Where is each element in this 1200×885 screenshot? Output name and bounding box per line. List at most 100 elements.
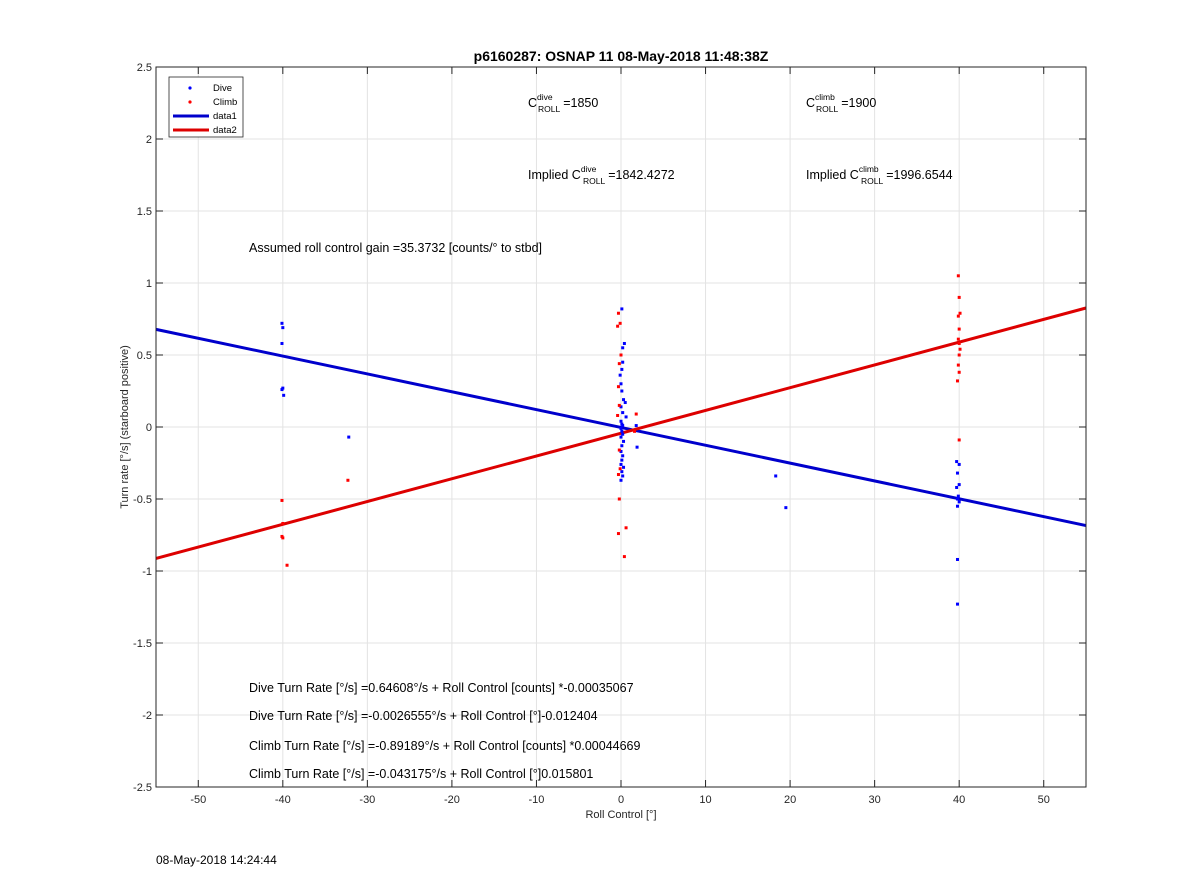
x-tick-label: 10 (699, 794, 711, 806)
climb-point (616, 324, 620, 328)
climb-point (955, 379, 959, 383)
dive-point (621, 432, 625, 436)
climb-point (618, 321, 622, 325)
y-tick-label: 0 (146, 422, 152, 434)
x-tick-label: -40 (275, 794, 291, 806)
climb-point (281, 536, 285, 540)
dive-point (347, 435, 351, 439)
x-tick-label: 20 (784, 794, 796, 806)
climb-point (617, 497, 621, 501)
climb-point (617, 362, 621, 366)
x-tick-label: -50 (190, 794, 206, 806)
climb-point (634, 412, 638, 416)
y-axis-label: Turn rate [°/s] (starboard positive) (119, 345, 131, 509)
climb-point (617, 403, 621, 407)
dive-point (622, 439, 626, 443)
dive-point (955, 471, 959, 475)
dive-point (955, 485, 959, 489)
climb-point (957, 341, 961, 345)
climb-point (285, 563, 289, 567)
legend-data2-label: data2 (213, 125, 237, 136)
dive-point (956, 494, 960, 498)
axis-ticks: -50 -40 -30 -20 -10 0 10 20 30 40 50-2.5-2-1.5-1-0… (133, 62, 1086, 806)
dive-point (784, 506, 788, 510)
legend-dive-label: Dive (213, 83, 232, 94)
legend-data1-label: data1 (213, 111, 237, 122)
dive-degrees-equation: Dive Turn Rate [°/s] =-0.0026555°/s + Ro… (249, 709, 598, 723)
legend-dive-marker (188, 86, 192, 90)
dive-point (619, 382, 623, 386)
dive-point (619, 419, 623, 423)
climb-point (956, 314, 960, 318)
climb-point (956, 337, 960, 341)
climb-point (281, 521, 285, 525)
climb-point (622, 555, 626, 559)
dive-point (282, 393, 286, 397)
dive-point (955, 602, 959, 606)
dive-point (620, 470, 624, 474)
dive-point (957, 483, 961, 487)
dive-point (621, 424, 625, 428)
dive-point (957, 500, 961, 504)
c-roll-dive-annotation: Cdive ROLL =1850 (528, 92, 598, 114)
y-tick-label: -2 (142, 710, 152, 722)
dive-point (622, 341, 626, 345)
y-tick-label: -0.5 (133, 494, 152, 506)
x-tick-label: 50 (1038, 794, 1050, 806)
implied-c-roll-dive-annotation: Implied Cdive ROLL =1842.4272 (528, 164, 675, 186)
dive-point (622, 465, 626, 469)
c-roll-climb-annotation: Cclimb ROLL =1900 (806, 92, 876, 114)
dive-point (957, 462, 961, 466)
y-tick-label: 2.5 (137, 62, 152, 74)
y-tick-label: 2 (146, 134, 152, 146)
x-tick-label: -30 (359, 794, 375, 806)
climb-point (624, 526, 628, 530)
y-tick-label: 1.5 (137, 206, 152, 218)
x-tick-label: -10 (529, 794, 545, 806)
dive-point (624, 415, 628, 419)
dive-point (620, 429, 624, 433)
climb-point (616, 532, 620, 536)
dive-point (620, 389, 624, 393)
climb-point (618, 467, 622, 471)
dive-point (635, 445, 639, 449)
x-tick-label: 30 (869, 794, 881, 806)
data-points (280, 274, 962, 606)
dive-point (621, 454, 625, 458)
dive-point (619, 478, 623, 482)
climb-degrees-equation: Climb Turn Rate [°/s] =-0.043175°/s + Ro… (249, 767, 593, 781)
dive-point (620, 458, 624, 462)
climb-point (958, 311, 962, 315)
climb-point (958, 347, 962, 351)
climb-point (956, 274, 960, 278)
dive-point (955, 557, 959, 561)
climb-point (617, 448, 621, 452)
dive-point (619, 426, 623, 430)
dive-point (620, 444, 624, 448)
climb-point (280, 498, 284, 502)
climb-point (616, 473, 620, 477)
y-tick-label: -2.5 (133, 782, 152, 794)
legend: Dive Climb data1 data2 (168, 76, 244, 138)
dive-point (619, 435, 623, 439)
dive-point (621, 360, 625, 364)
dive-counts-equation: Dive Turn Rate [°/s] =0.64608°/s + Roll … (249, 681, 634, 695)
dive-point (619, 462, 623, 466)
y-tick-label: 0.5 (137, 350, 152, 362)
dive-point (634, 424, 638, 428)
dive-point (774, 474, 778, 478)
climb-point (619, 353, 623, 357)
chart-title: p6160287: OSNAP 11 08-May-2018 11:48:38Z (474, 48, 769, 64)
dive-point (280, 341, 284, 345)
climb-counts-equation: Climb Turn Rate [°/s] =-0.89189°/s + Rol… (249, 739, 641, 753)
legend-climb-label: Climb (213, 97, 237, 108)
x-tick-label: -20 (444, 794, 460, 806)
x-tick-label: 0 (618, 794, 624, 806)
data2-fit-line (155, 306, 1087, 560)
climb-point (957, 327, 961, 331)
y-tick-label: -1 (142, 566, 152, 578)
dive-point (281, 326, 285, 330)
climb-point (616, 413, 620, 417)
legend-climb-marker (188, 100, 192, 104)
climb-point (346, 478, 350, 482)
